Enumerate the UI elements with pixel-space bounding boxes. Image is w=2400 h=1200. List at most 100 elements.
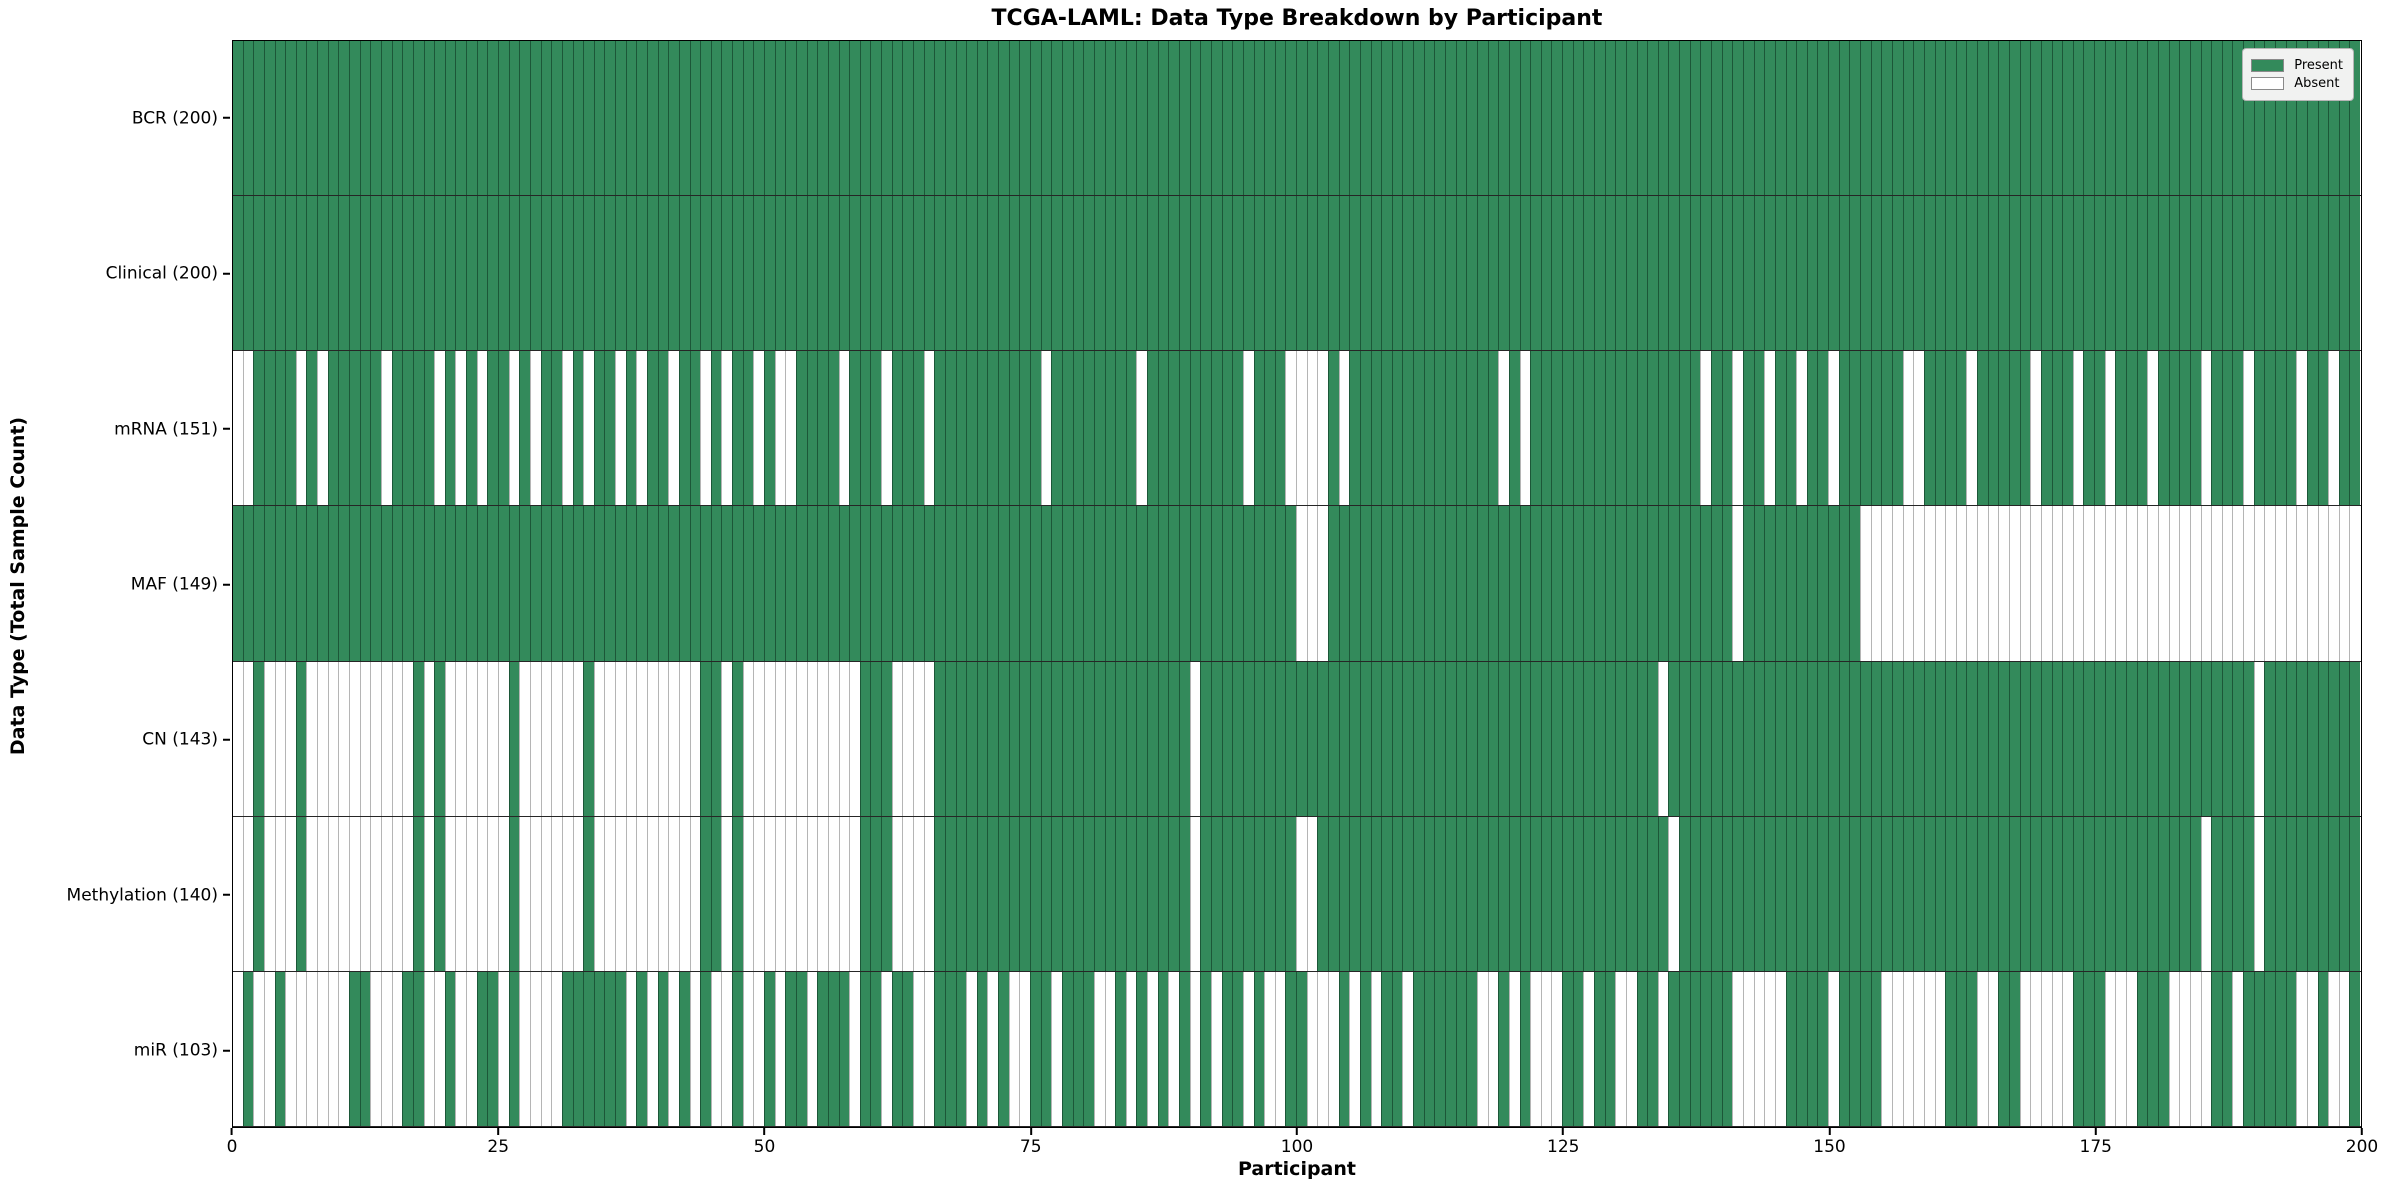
cell [2126, 196, 2137, 351]
cell [285, 196, 296, 351]
cell [593, 196, 605, 351]
cell [1689, 816, 1701, 971]
cell [1657, 971, 1669, 1126]
y-tick-mark [223, 738, 230, 741]
cell [1806, 971, 1818, 1126]
cell [1072, 506, 1084, 661]
cell [870, 506, 882, 661]
cell [1476, 506, 1488, 661]
cell [1551, 351, 1563, 506]
cell [2296, 41, 2307, 196]
cell [1998, 351, 2009, 506]
cell [2126, 971, 2137, 1126]
cell [1232, 196, 1243, 351]
cell [646, 506, 658, 661]
cell [1061, 351, 1073, 506]
cell [572, 351, 584, 506]
cell [2179, 816, 2190, 971]
cell [1806, 351, 1818, 506]
cell [1891, 816, 1903, 971]
cell [1115, 506, 1126, 661]
cell [721, 816, 733, 971]
y-tick-BCR: BCR (200) [132, 107, 230, 128]
x-tick-mark [763, 1128, 766, 1135]
cell [1934, 351, 1946, 506]
cell [678, 351, 690, 506]
cell [923, 971, 935, 1126]
cell [1179, 351, 1190, 506]
cell [572, 41, 584, 196]
cell [593, 41, 605, 196]
cell [1668, 41, 1680, 196]
cell [1519, 196, 1531, 351]
cell [1413, 41, 1424, 196]
cell [934, 971, 945, 1126]
cell [2030, 816, 2041, 971]
cell [349, 41, 360, 196]
cell [561, 351, 573, 506]
cell [1083, 816, 1094, 971]
cell [2232, 816, 2244, 971]
cell [2019, 661, 2031, 816]
cell [391, 661, 403, 816]
cell [1253, 506, 1265, 661]
cell [2200, 41, 2212, 196]
cell [1349, 506, 1360, 661]
cell [233, 661, 243, 816]
y-tick-label: Methylation (140) [66, 885, 218, 906]
cell [1977, 816, 1988, 971]
cell [1466, 816, 1477, 971]
cell [1487, 41, 1499, 196]
cell [1423, 816, 1435, 971]
cell [636, 351, 647, 506]
cell [529, 41, 541, 196]
cell [455, 816, 467, 971]
cell [1168, 816, 1180, 971]
cell [604, 816, 616, 971]
cell [1594, 971, 1605, 1126]
cell [327, 971, 339, 1126]
cell [2328, 971, 2339, 1126]
cell [625, 196, 637, 351]
cell [1083, 506, 1094, 661]
cell [508, 506, 520, 661]
cell [1881, 661, 1892, 816]
cell [1125, 506, 1137, 661]
y-tick-mark [223, 116, 230, 119]
cell [455, 196, 467, 351]
cell [827, 816, 839, 971]
cell [1966, 351, 1978, 506]
cell [2157, 196, 2169, 351]
cell [2296, 351, 2307, 506]
cell [1370, 41, 1382, 196]
cell [1019, 816, 1031, 971]
y-tick-label: MAF (149) [130, 574, 218, 595]
cell [444, 196, 456, 351]
cell [402, 196, 413, 351]
cell [859, 971, 871, 1126]
cell [1189, 351, 1201, 506]
cell [2296, 971, 2307, 1126]
cell [1891, 351, 1903, 506]
cell [742, 506, 754, 661]
cell [540, 661, 552, 816]
cell [2317, 196, 2329, 351]
cell [689, 351, 701, 506]
cell [2126, 506, 2137, 661]
cell [402, 41, 413, 196]
cell [1306, 506, 1318, 661]
heatmap-row-CN [233, 661, 2361, 817]
y-tick-CN: CN (143) [142, 729, 230, 750]
cell [1774, 816, 1786, 971]
cell [1615, 971, 1626, 1126]
cell [2040, 506, 2052, 661]
cell [444, 971, 456, 1126]
cell [668, 971, 679, 1126]
legend-entry-absent: Absent [2251, 76, 2343, 91]
cell [1157, 506, 1169, 661]
cell [1753, 351, 1765, 506]
cell [1210, 816, 1222, 971]
cell [1955, 196, 1967, 351]
cell [1732, 661, 1743, 816]
cell [1115, 196, 1126, 351]
